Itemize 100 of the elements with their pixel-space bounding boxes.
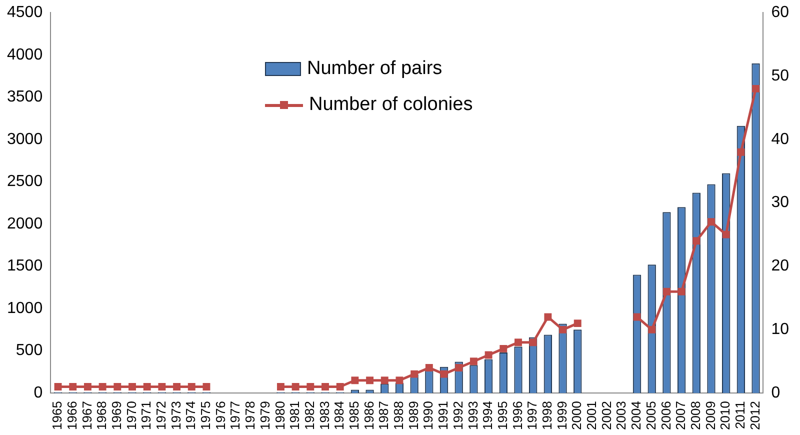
x-tick-label: 1997 [524, 401, 540, 430]
point [351, 376, 359, 384]
x-tick-label: 1983 [316, 401, 332, 430]
y-tick-label: 2500 [7, 173, 43, 190]
y-tick-label: 3500 [7, 88, 43, 106]
x-tick-label: 2005 [643, 401, 658, 430]
y-tick-label: 3000 [7, 130, 43, 148]
x-tick-label: 1965 [50, 401, 65, 430]
point [292, 383, 300, 390]
x-tick-label: 1977 [228, 401, 243, 430]
x-tick-label: 2003 [614, 401, 629, 430]
point [484, 351, 492, 359]
point [559, 326, 567, 334]
point [396, 376, 404, 384]
x-tick-label: 1966 [64, 401, 80, 430]
x-tick-label: 1985 [346, 401, 362, 430]
x-tick-label: 1998 [540, 401, 555, 430]
point [544, 313, 552, 321]
x-tick-label: 2007 [673, 401, 688, 430]
point [173, 383, 181, 390]
x-tick-label: 1987 [376, 401, 392, 430]
point [336, 383, 344, 390]
x-tick-label: 1984 [332, 401, 347, 430]
y2-tick-label: 40 [771, 130, 790, 148]
point [708, 218, 715, 226]
x-tick-label: 1978 [242, 401, 258, 430]
x-tick-label: 1973 [168, 401, 184, 430]
x-tick-label: 1990 [420, 401, 436, 430]
x-tick-label: 2008 [688, 401, 703, 430]
point [574, 320, 582, 328]
point [692, 237, 700, 245]
y2-tick-label: 20 [771, 258, 790, 275]
x-tick-label: 1972 [154, 401, 169, 430]
point [737, 148, 745, 156]
y-tick-label: 1000 [7, 300, 43, 317]
x-tick-label: 1971 [138, 401, 154, 430]
y-tick-label: 1500 [7, 258, 43, 275]
point [470, 358, 478, 366]
x-tick-label: 1991 [436, 401, 451, 430]
x-tick-label: 1968 [94, 401, 110, 430]
point [54, 383, 62, 390]
y2-tick-label: 10 [771, 321, 790, 338]
point [306, 383, 314, 390]
point [662, 288, 670, 296]
y2-tick-label: 60 [771, 4, 790, 22]
x-tick-label: 2010 [718, 401, 733, 430]
point [752, 84, 760, 92]
point [678, 288, 686, 296]
x-tick-label: 2006 [658, 401, 674, 430]
point [455, 364, 463, 372]
x-tick-label: 1974 [183, 401, 198, 430]
point [322, 383, 329, 390]
y-tick-label: 4500 [7, 4, 43, 22]
x-tick-label: 1986 [361, 401, 376, 430]
point [69, 383, 77, 390]
x-tick-label: 2011 [732, 401, 748, 430]
x-tick-label: 1994 [480, 401, 496, 430]
x-tick-label: 1979 [257, 401, 272, 430]
x-tick-label: 1996 [510, 401, 525, 430]
point [128, 383, 136, 390]
point [276, 383, 284, 390]
point [648, 326, 656, 334]
y-tick-label: 2000 [7, 215, 43, 232]
y-tick-label: 4000 [7, 46, 43, 64]
point [380, 376, 388, 384]
point [410, 370, 418, 378]
x-tick-label: 1995 [494, 401, 510, 430]
y2-tick-label: 50 [771, 67, 790, 84]
x-tick-label: 1980 [272, 401, 288, 430]
x-tick-label: 2012 [747, 401, 762, 430]
point [158, 383, 166, 390]
x-tick-label: 1992 [450, 401, 466, 430]
legend-label: Number of pairs [307, 58, 442, 80]
x-tick-label: 2000 [569, 401, 584, 430]
point [84, 383, 92, 390]
x-tick-label: 1999 [554, 401, 570, 430]
x-tick-label: 1993 [465, 401, 480, 430]
point [440, 370, 448, 378]
point [633, 313, 641, 321]
point [722, 230, 730, 238]
point [143, 383, 151, 390]
x-tick-label: 1981 [287, 401, 302, 430]
x-tick-label: 1989 [406, 401, 421, 430]
point [529, 338, 537, 346]
y-tick-label: 0 [34, 384, 43, 402]
x-tick-label: 1970 [124, 401, 139, 430]
y-tick-label: 500 [16, 342, 43, 360]
x-tick-label: 1967 [79, 401, 94, 430]
x-tick-label: 2004 [628, 401, 644, 430]
point [425, 364, 433, 372]
x-tick-label: 2009 [702, 401, 718, 430]
x-tick-label: 1969 [108, 401, 124, 430]
point [500, 344, 508, 352]
y2-tick-label: 30 [771, 194, 790, 212]
legend-label: Number of colonies [309, 94, 473, 116]
x-tick-label: 1982 [302, 401, 317, 430]
x-tick-label: 1976 [212, 401, 228, 430]
point [188, 383, 196, 390]
point [98, 383, 106, 390]
x-tick-label: 1988 [391, 401, 406, 430]
